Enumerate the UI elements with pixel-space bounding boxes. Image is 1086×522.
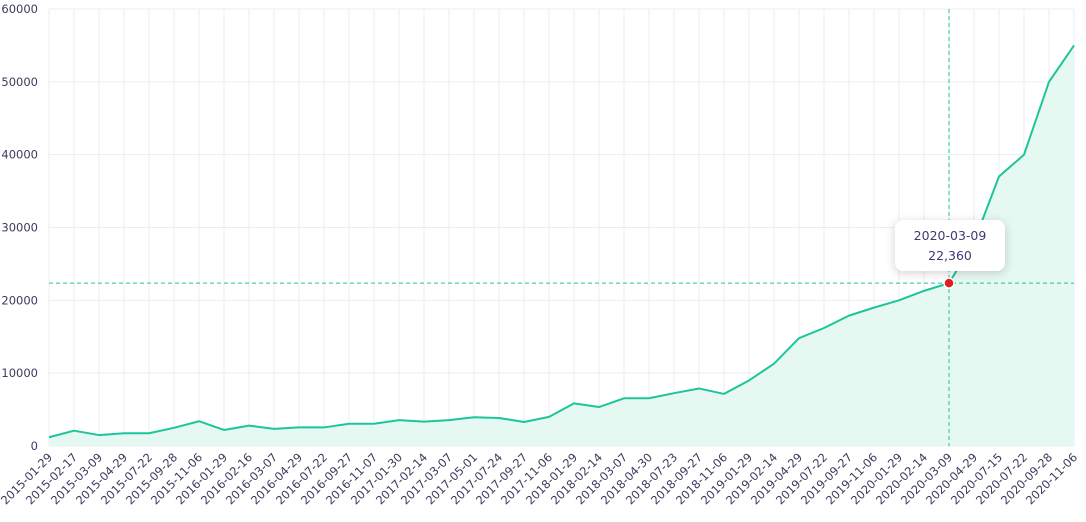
series-area: [49, 45, 1074, 447]
y-tick-label: 40000: [1, 148, 38, 162]
y-axis: 0 10000 20000 30000 40000 50000 60000: [1, 2, 38, 453]
highlight-point: [943, 277, 955, 289]
y-tick-label: 0: [31, 439, 38, 453]
y-tick-label: 50000: [1, 75, 38, 89]
tooltip: 2020-03-09 22,360: [895, 220, 1005, 271]
x-axis: 2015-01-292015-02-172015-03-092015-04-29…: [0, 450, 1080, 507]
y-tick-label: 20000: [1, 293, 38, 307]
tooltip-value: 22,360: [928, 248, 972, 263]
series-layer: [48, 44, 1075, 447]
y-tick-label: 60000: [1, 2, 38, 16]
y-tick-label: 10000: [1, 366, 38, 380]
series-line: [48, 44, 1075, 439]
y-tick-label: 30000: [1, 221, 38, 235]
tooltip-date: 2020-03-09: [913, 228, 987, 243]
